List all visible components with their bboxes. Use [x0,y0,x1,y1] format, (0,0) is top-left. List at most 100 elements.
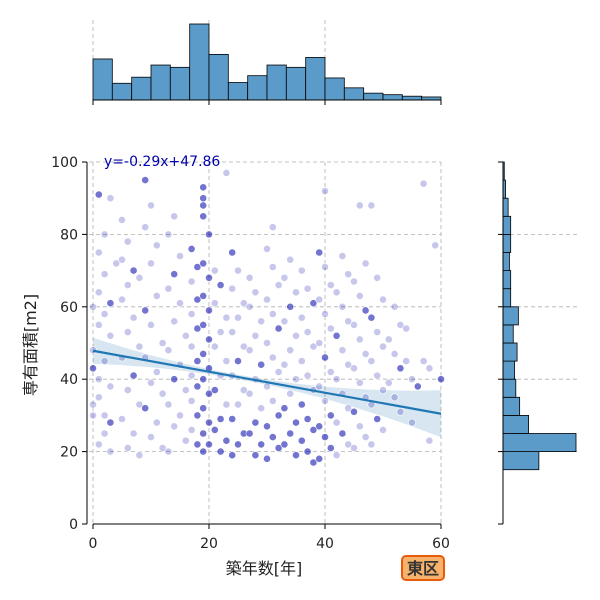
scatter-point [303,284,312,293]
scatter-point [94,288,103,297]
scatter-point [164,346,173,355]
scatter-point [303,415,312,423]
scatter-point [332,288,341,297]
scatter-point [245,429,254,438]
scatter-point [419,179,428,188]
scatter-point [193,382,202,391]
scatter-point [100,310,109,318]
scatter-point [332,418,341,427]
scatter-point [123,237,132,246]
right-hist-bar [502,451,540,471]
x-tick-label: 60 [432,536,450,552]
scatter-point [199,349,208,358]
scatter-point [309,299,318,308]
scatter-point [245,389,254,398]
scatter-point [268,263,277,271]
scatter-point [118,215,126,224]
main-grid [89,161,442,524]
top-hist-bar [343,87,365,101]
scatter-point [141,404,150,413]
scatter-point [350,364,358,373]
scatter-point [187,425,196,434]
scatter-point [292,375,300,384]
scatter-point [187,342,196,351]
top-hist-bar [227,82,249,101]
scatter-point [228,328,237,336]
scatter-point [199,320,208,329]
scatter-point [135,342,144,351]
marginal-y-histogram [498,161,580,525]
scatter-point [89,302,97,311]
scatter-point [315,454,324,463]
top-hist-bar [382,94,403,101]
scatter-point [408,418,416,427]
scatter-point [222,400,231,409]
scatter-point [187,244,196,253]
scatter-point [361,349,370,358]
top-hist-bar [131,76,152,101]
top-hist-bar [363,92,384,101]
scatter-point [251,288,260,297]
y-tick-label: 100 [51,155,78,171]
scatter-point [234,266,242,275]
scatter-point [379,425,387,434]
scatter-point [228,284,237,293]
scatter-point [141,176,150,184]
top-hist-bar [401,95,423,101]
scatter-point [181,386,190,394]
scatter-point [338,429,347,438]
scatter-point [199,212,208,221]
scatter-point [118,415,126,423]
scatter-point [315,248,324,257]
scatter-point [135,451,144,460]
scatter-point [425,436,434,445]
scatter-point [245,273,254,282]
scatter-point [205,389,213,398]
scatter-point [373,328,382,336]
scatter-point [199,447,208,456]
scatter-point [257,404,266,413]
scatter-point [274,444,283,452]
scatter-point [350,444,358,452]
right-hist-bar [502,270,512,290]
scatter-point [431,241,440,250]
scatter-point [234,440,242,449]
scatter-point [199,259,208,268]
scatter-point [141,306,150,315]
scatter-point [152,418,161,427]
scatter-point [147,201,155,210]
scatter-point [181,331,190,340]
scatter-point [152,291,161,300]
scatter-point [309,458,318,467]
scatter-point [164,447,173,456]
scatter-point [338,302,347,311]
scatter-point [396,364,405,373]
scatter-point [205,335,213,344]
scatter-point [286,346,295,355]
scatter-point [384,378,393,387]
scatter-point [355,378,364,387]
scatter-point [216,328,225,336]
scatter-point [100,270,109,279]
scatter-point [297,313,306,322]
badge-label: 東区 [407,559,439,578]
scatter-point [187,310,196,318]
scatter-point [164,284,173,293]
scatter-point [187,371,196,380]
right-hist-bar [502,378,517,398]
scatter-point [350,320,358,329]
scatter-point [373,415,382,423]
right-hist-bar [502,414,530,434]
scatter-point [118,295,126,304]
scatter-point [355,291,364,300]
top-hist-bar [150,64,171,101]
scatter-point [280,360,289,369]
scatter-point [141,223,150,232]
scatter-point [355,335,364,344]
scatter-point [210,299,219,308]
scatter-point [205,230,213,239]
scatter-point [402,324,411,333]
scatter-point [268,396,277,405]
scatter-point [309,342,318,351]
